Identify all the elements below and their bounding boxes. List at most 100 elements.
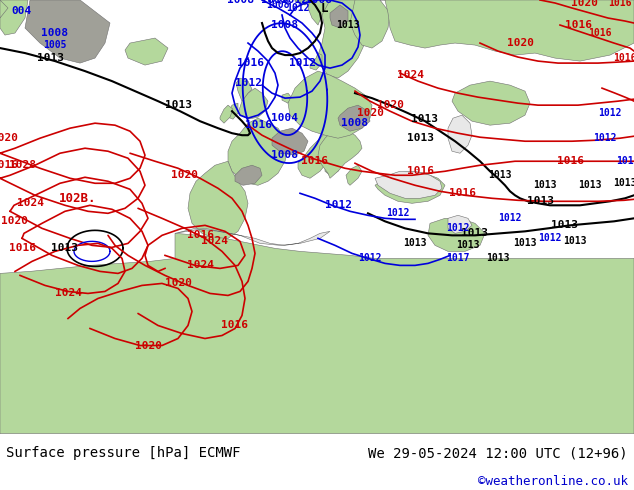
Text: 1024: 1024 bbox=[55, 289, 82, 298]
Text: 1013: 1013 bbox=[411, 114, 439, 124]
Polygon shape bbox=[308, 0, 338, 15]
Text: 1013: 1013 bbox=[563, 236, 586, 246]
Text: 1013: 1013 bbox=[488, 170, 512, 180]
Text: 1016: 1016 bbox=[406, 166, 434, 176]
Text: 1012: 1012 bbox=[446, 223, 470, 233]
Text: 1024: 1024 bbox=[186, 260, 214, 270]
Polygon shape bbox=[282, 93, 292, 103]
Text: 1012: 1012 bbox=[261, 0, 288, 5]
Text: 1016: 1016 bbox=[557, 156, 583, 166]
Text: 1013: 1013 bbox=[578, 180, 602, 190]
Polygon shape bbox=[0, 0, 8, 18]
Polygon shape bbox=[298, 133, 332, 178]
Polygon shape bbox=[380, 0, 634, 61]
Polygon shape bbox=[175, 228, 330, 245]
Text: Surface pressure [hPa] ECMWF: Surface pressure [hPa] ECMWF bbox=[6, 446, 241, 461]
Text: 1008: 1008 bbox=[304, 0, 332, 5]
Text: 1016: 1016 bbox=[608, 0, 631, 8]
Polygon shape bbox=[288, 71, 372, 138]
Text: 1012: 1012 bbox=[386, 208, 410, 219]
Text: 1020: 1020 bbox=[0, 133, 18, 143]
Text: 1012: 1012 bbox=[498, 213, 522, 223]
Text: 1028: 1028 bbox=[8, 160, 36, 170]
Polygon shape bbox=[338, 105, 370, 131]
Polygon shape bbox=[236, 78, 252, 101]
Polygon shape bbox=[330, 5, 348, 28]
Polygon shape bbox=[308, 0, 330, 25]
Text: 1013: 1013 bbox=[37, 53, 63, 63]
Polygon shape bbox=[325, 155, 342, 175]
Text: 1016: 1016 bbox=[302, 156, 328, 166]
Text: 1013: 1013 bbox=[552, 220, 578, 230]
Text: 1013: 1013 bbox=[51, 244, 79, 253]
Polygon shape bbox=[448, 215, 472, 233]
Text: 1024: 1024 bbox=[396, 70, 424, 80]
Polygon shape bbox=[318, 128, 362, 178]
Text: 1012: 1012 bbox=[538, 233, 562, 244]
Text: L: L bbox=[320, 1, 328, 15]
Text: 1013: 1013 bbox=[403, 238, 427, 248]
Polygon shape bbox=[0, 0, 28, 35]
Text: 1013: 1013 bbox=[514, 238, 537, 248]
Polygon shape bbox=[0, 233, 634, 434]
Text: 1012: 1012 bbox=[235, 78, 261, 88]
Text: 1005: 1005 bbox=[43, 40, 67, 50]
Polygon shape bbox=[228, 118, 288, 185]
Polygon shape bbox=[25, 0, 110, 63]
Text: 1020: 1020 bbox=[571, 0, 598, 8]
Polygon shape bbox=[452, 81, 530, 125]
Text: 1020: 1020 bbox=[1, 216, 29, 226]
Polygon shape bbox=[228, 103, 238, 119]
Text: 1020: 1020 bbox=[172, 170, 198, 180]
Polygon shape bbox=[310, 53, 322, 70]
Text: 1016: 1016 bbox=[448, 188, 476, 198]
Text: 1013: 1013 bbox=[613, 178, 634, 188]
Text: 1013: 1013 bbox=[462, 228, 489, 238]
Text: 004: 004 bbox=[12, 6, 32, 16]
Text: 1012: 1012 bbox=[598, 108, 622, 118]
Text: 1012: 1012 bbox=[593, 133, 617, 143]
Text: 1013: 1013 bbox=[406, 133, 434, 143]
Polygon shape bbox=[188, 161, 248, 238]
Text: 1008: 1008 bbox=[266, 0, 290, 10]
Polygon shape bbox=[350, 0, 390, 48]
Text: 1008: 1008 bbox=[342, 118, 368, 128]
Text: 1013: 1013 bbox=[164, 100, 191, 110]
Text: 1008: 1008 bbox=[271, 20, 299, 30]
Polygon shape bbox=[125, 38, 168, 65]
Polygon shape bbox=[375, 172, 442, 198]
Polygon shape bbox=[318, 0, 370, 78]
Text: 1016: 1016 bbox=[221, 320, 249, 330]
Text: 1013: 1013 bbox=[533, 180, 557, 190]
Text: 1020: 1020 bbox=[134, 341, 162, 350]
Polygon shape bbox=[295, 0, 308, 5]
Polygon shape bbox=[220, 105, 233, 123]
Text: 1013: 1013 bbox=[526, 196, 553, 206]
Text: 1004: 1004 bbox=[271, 113, 299, 123]
Text: 1017: 1017 bbox=[446, 253, 470, 264]
Text: 1020: 1020 bbox=[377, 100, 403, 110]
Text: 1008: 1008 bbox=[271, 150, 299, 160]
Text: We 29-05-2024 12:00 UTC (12+96): We 29-05-2024 12:00 UTC (12+96) bbox=[368, 446, 628, 461]
Polygon shape bbox=[375, 172, 445, 203]
Text: 1012: 1012 bbox=[281, 0, 309, 5]
Polygon shape bbox=[238, 88, 268, 119]
Polygon shape bbox=[346, 165, 362, 185]
Text: 1008: 1008 bbox=[41, 28, 68, 38]
Text: 1016: 1016 bbox=[588, 28, 612, 38]
Text: 1020: 1020 bbox=[164, 278, 191, 289]
Text: 1013: 1013 bbox=[486, 253, 510, 264]
Text: 102B.: 102B. bbox=[59, 192, 97, 205]
Polygon shape bbox=[448, 115, 472, 153]
Text: 1012: 1012 bbox=[286, 3, 310, 13]
Text: 1016: 1016 bbox=[8, 244, 36, 253]
Text: 1008: 1008 bbox=[226, 0, 254, 5]
Polygon shape bbox=[272, 128, 308, 155]
Text: 1013: 1013 bbox=[336, 20, 359, 30]
Text: 1016: 1016 bbox=[186, 230, 214, 241]
Text: 1016: 1016 bbox=[613, 53, 634, 63]
Text: 1024: 1024 bbox=[16, 198, 44, 208]
Text: 1020: 1020 bbox=[356, 108, 384, 118]
Text: 1013: 1013 bbox=[456, 241, 480, 250]
Text: 1024: 1024 bbox=[202, 236, 228, 246]
